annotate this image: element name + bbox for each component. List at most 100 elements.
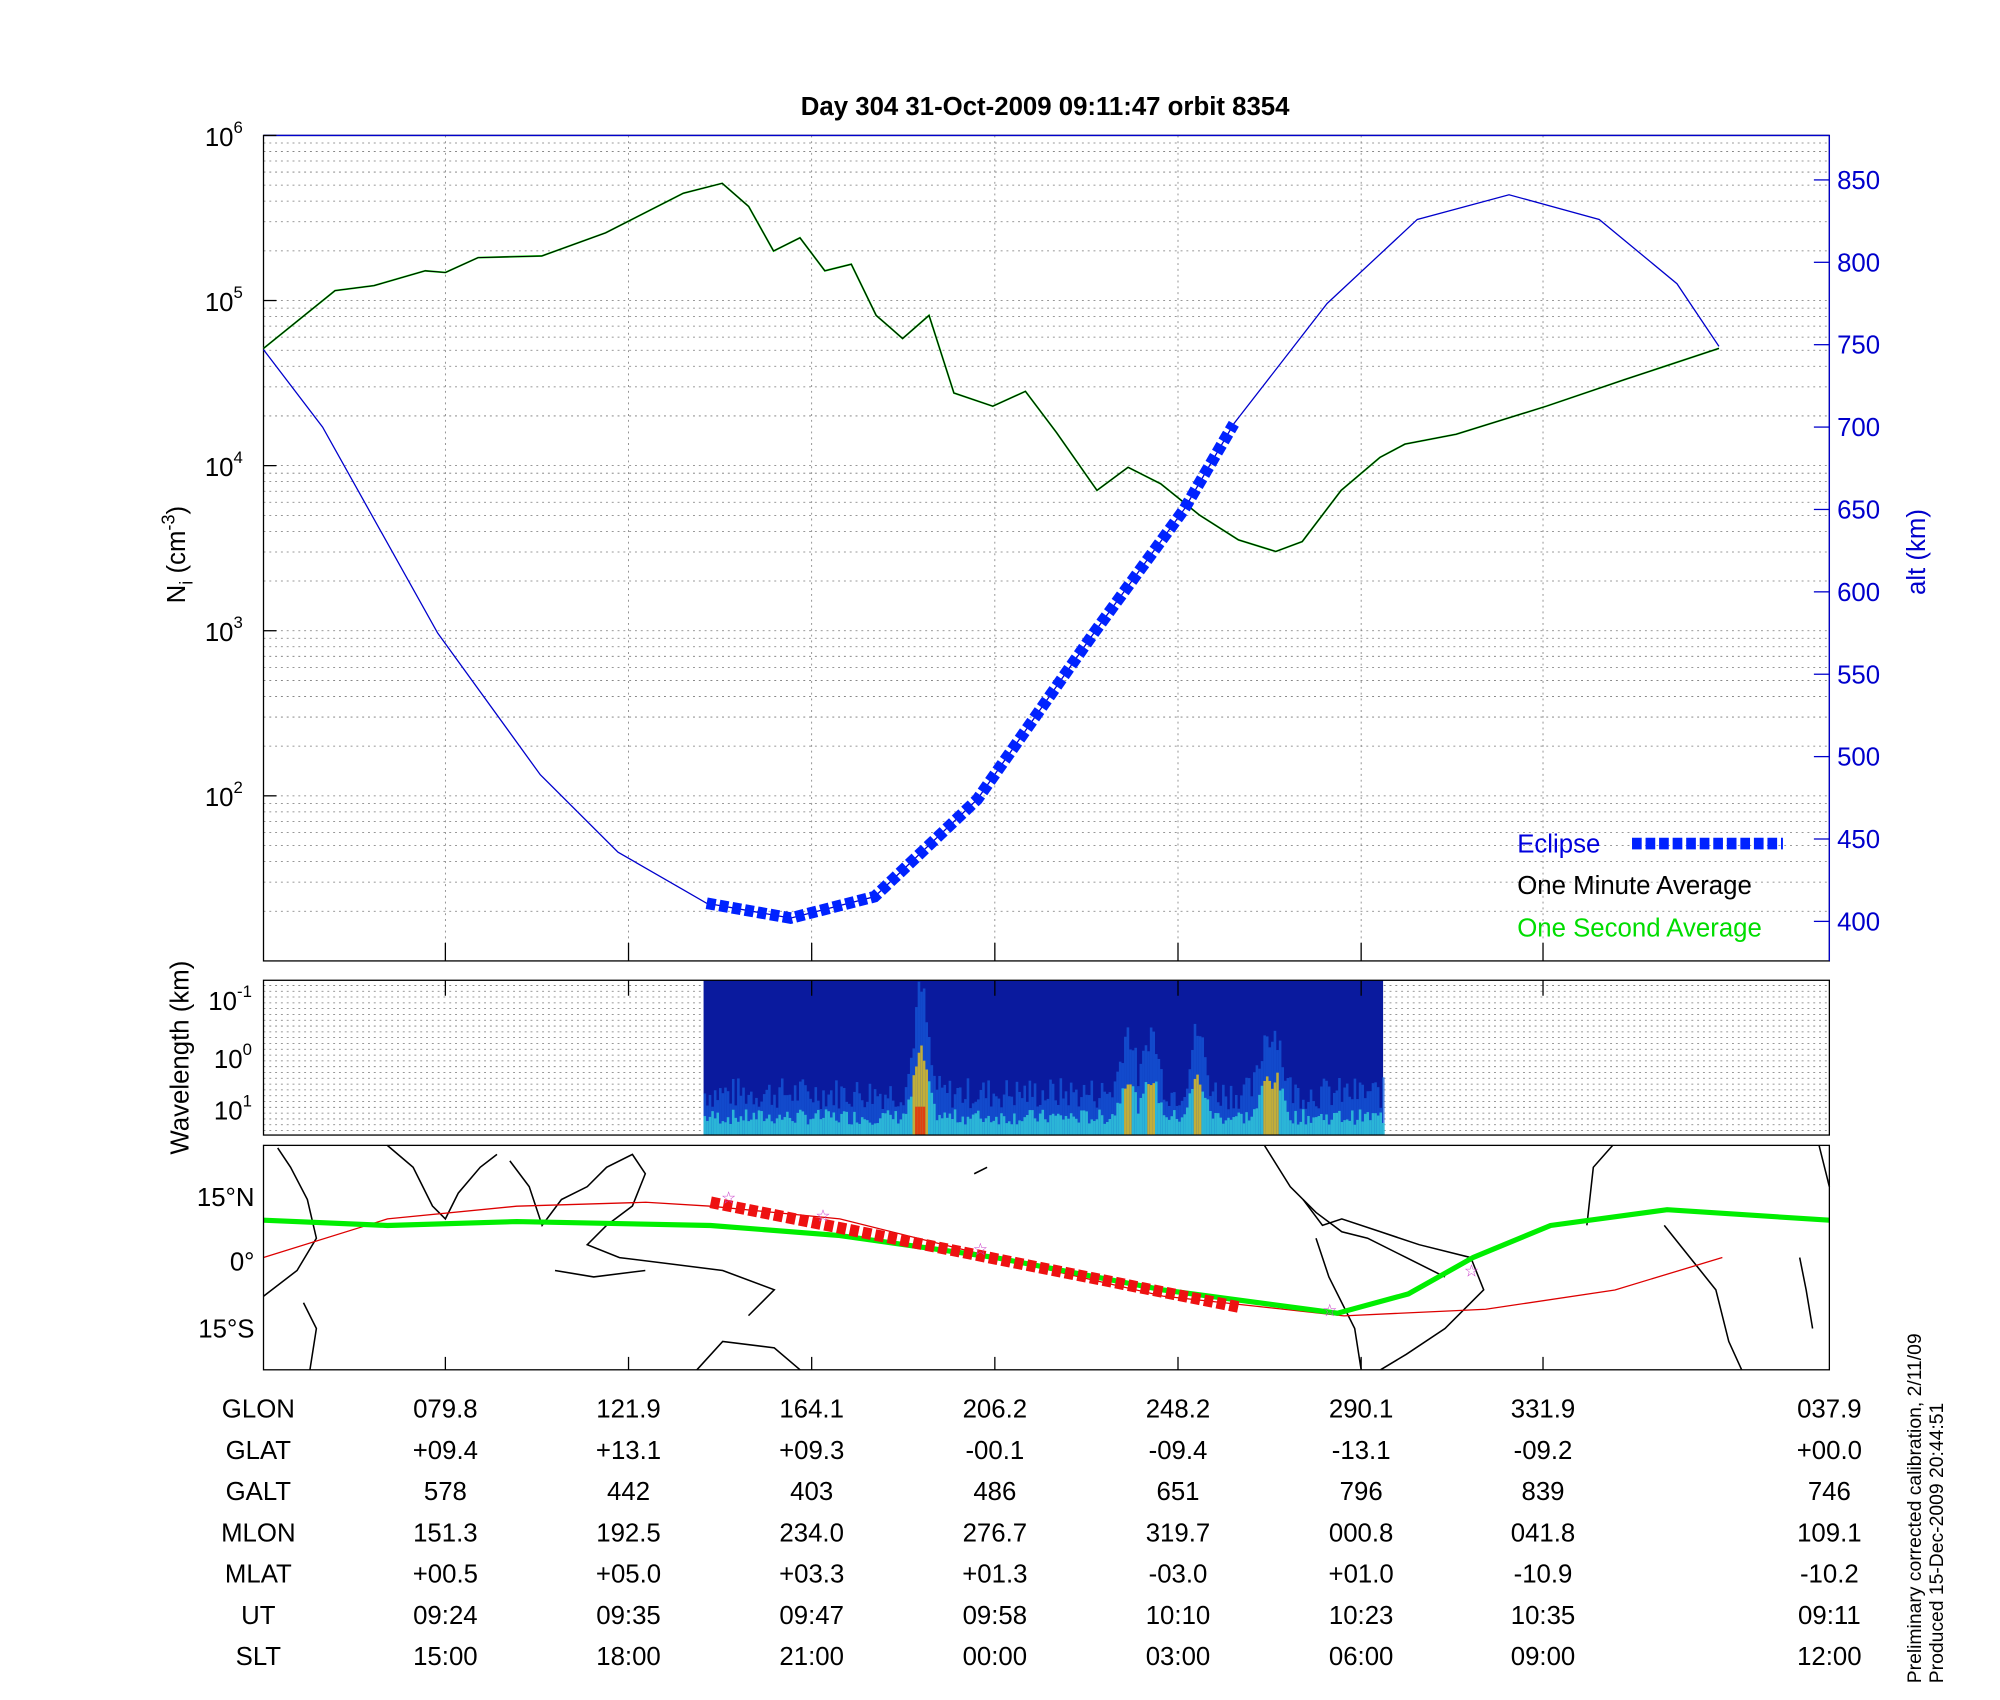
- spectrogram-intensity: [1281, 1088, 1284, 1136]
- spectrogram-intensity: [1340, 1122, 1344, 1136]
- spectrogram-column: [783, 1095, 787, 1136]
- table-cell: +13.1: [596, 1437, 661, 1465]
- table-cell: 12:00: [1797, 1643, 1862, 1671]
- spectrogram-column: [778, 1087, 781, 1136]
- magnetic-equator-line: [263, 1207, 1830, 1316]
- spectrogram-intensity: [1312, 1117, 1315, 1136]
- spectrogram-intensity: [799, 1109, 802, 1136]
- table-cell: +00.0: [1797, 1437, 1862, 1465]
- spectrogram-intensity: [886, 1110, 890, 1136]
- spectrogram-column: [1015, 1081, 1019, 1136]
- spectrogram-column: [989, 1106, 993, 1136]
- spectrogram-intensity: [1087, 1123, 1091, 1136]
- spectrogram-column: [997, 1098, 1001, 1136]
- spectrogram-intensity: [752, 1112, 756, 1136]
- table-row-label: GLON: [222, 1396, 295, 1424]
- y2-tick-label: 500: [1837, 744, 1880, 772]
- map-panel: ☆ ☆ ☆ ☆ ☆ 15°N 0° 15°S: [197, 1144, 1831, 1371]
- map-lat-label: 0°: [230, 1248, 255, 1276]
- spectrogram-intensity: [922, 1060, 926, 1136]
- spectrogram-column: [1335, 1090, 1339, 1136]
- spectrogram-intensity: [1085, 1111, 1088, 1136]
- spectrogram-intensity: [958, 1122, 962, 1136]
- spectrogram-column: [1204, 1057, 1207, 1136]
- y-tick-label: 100: [214, 1040, 252, 1074]
- spectrogram-column: [1178, 1105, 1181, 1136]
- spectrogram-column: [1103, 1091, 1106, 1136]
- spectrogram-column: [799, 1081, 802, 1136]
- spectrogram-intensity: [1056, 1113, 1060, 1136]
- spectrogram-column: [1005, 1080, 1008, 1136]
- spectrogram-column: [804, 1085, 807, 1136]
- spectrogram-intensity: [757, 1110, 761, 1136]
- spectrogram-column: [721, 1093, 725, 1136]
- spectrogram-intensity: [1201, 1091, 1205, 1136]
- spectrogram-column: [791, 1100, 794, 1136]
- table-cell: 796: [1340, 1478, 1383, 1506]
- spectrogram-column: [1100, 1082, 1104, 1136]
- spectrogram-intensity: [1049, 1115, 1052, 1136]
- spectrogram-column: [1309, 1089, 1313, 1136]
- spectrogram-intensity: [1245, 1112, 1248, 1136]
- spectrogram-column: [1093, 1101, 1096, 1136]
- y-axis-label-wavelength: Wavelength (km): [167, 961, 195, 1155]
- table-cell: 041.8: [1511, 1519, 1576, 1547]
- y-tick-label: 106: [205, 118, 243, 152]
- spectrogram-column: [747, 1094, 750, 1136]
- spectrogram-intensity: [1237, 1112, 1241, 1136]
- spectrogram-column: [1224, 1096, 1228, 1136]
- spectrogram-intensity: [744, 1109, 748, 1136]
- spectrogram-intensity: [1286, 1111, 1290, 1136]
- spectrogram-intensity: [899, 1119, 903, 1136]
- spectrogram-column: [1136, 1086, 1140, 1136]
- spectrogram-column: [891, 1100, 895, 1136]
- spectrogram-column: [909, 1057, 913, 1136]
- spectrogram-intensity: [850, 1124, 854, 1136]
- one-second-average-line: [262, 182, 1720, 553]
- spectrogram-column: [762, 1094, 766, 1136]
- spectrogram-intensity: [878, 1118, 882, 1136]
- spectrogram-intensity: [719, 1123, 722, 1136]
- spectrogram-column: [946, 1093, 949, 1136]
- spectrogram-intensity: [1273, 1082, 1277, 1136]
- spectrogram-column: [1382, 1077, 1385, 1136]
- spectrogram-intensity: [1299, 1121, 1303, 1136]
- spectrogram-intensity: [1289, 1120, 1292, 1136]
- spectrogram-intensity: [1038, 1113, 1042, 1136]
- table-cell: 290.1: [1329, 1396, 1394, 1424]
- spectrogram-intensity: [1080, 1110, 1083, 1136]
- spectrogram-intensity: [1343, 1120, 1346, 1136]
- spectrogram-intensity: [891, 1119, 895, 1136]
- spectrogram-column: [966, 1078, 970, 1136]
- spectrogram-intensity: [819, 1119, 823, 1136]
- spectrogram-column: [1007, 1096, 1011, 1136]
- map-lat-label: 15°S: [198, 1316, 254, 1344]
- spectrogram-column: [737, 1078, 740, 1136]
- spectrogram-column: [1371, 1083, 1375, 1136]
- spectrogram-column: [1289, 1077, 1292, 1136]
- table-cell: 09:24: [413, 1602, 478, 1630]
- spectrogram-intensity: [1253, 1109, 1256, 1136]
- spectrogram-intensity: [1335, 1112, 1339, 1136]
- spectrogram-intensity: [793, 1122, 797, 1136]
- spectrogram-column: [814, 1087, 818, 1136]
- spectrogram-intensity: [786, 1111, 789, 1136]
- tick-exponent: 5: [234, 283, 243, 302]
- spectrogram-column: [1082, 1084, 1086, 1136]
- spectrogram-intensity: [1023, 1117, 1027, 1136]
- spectrogram-intensity: [1271, 1088, 1274, 1136]
- spectrogram-intensity: [912, 1075, 916, 1136]
- spectrogram-intensity: [706, 1120, 709, 1136]
- spectrogram-column: [719, 1088, 722, 1136]
- spectrogram-intensity: [948, 1113, 952, 1136]
- spectrogram-intensity: [822, 1117, 825, 1136]
- spectrogram-intensity: [824, 1109, 828, 1136]
- spectrogram-column: [829, 1090, 833, 1136]
- spectrogram-intensity: [1304, 1124, 1308, 1136]
- spectrogram-intensity: [726, 1117, 730, 1136]
- spectrogram-intensity: [1064, 1115, 1068, 1136]
- spectrogram-intensity: [1002, 1116, 1006, 1136]
- table-cell: -10.2: [1800, 1561, 1859, 1589]
- spectrogram-column: [995, 1096, 998, 1136]
- table-cell: 578: [424, 1478, 467, 1506]
